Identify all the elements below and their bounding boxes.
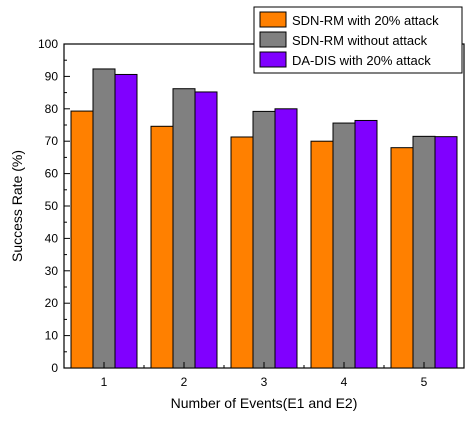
x-tick-label: 5 (421, 375, 428, 389)
y-tick-label: 30 (45, 264, 59, 278)
legend: SDN-RM with 20% attack SDN-RM without att… (253, 6, 463, 74)
legend-box (253, 6, 463, 74)
y-tick-label: 90 (45, 69, 59, 83)
bar-3-1 (114, 73, 138, 369)
y-tick-label: 80 (45, 102, 59, 116)
legend-label-3: DA-DIS with 20% attack (292, 53, 431, 68)
bar-1-5 (390, 147, 414, 369)
bar-3-5 (434, 136, 458, 369)
bar-1-3 (230, 136, 254, 369)
bar-1-1 (70, 110, 94, 369)
y-tick-label: 40 (45, 231, 59, 245)
bar-2-2 (172, 88, 196, 369)
x-tick-label: 3 (261, 375, 268, 389)
y-tick-label: 70 (45, 134, 59, 148)
x-axis-label: Number of Events(E1 and E2) (171, 395, 358, 411)
legend-swatch-3 (259, 51, 287, 68)
x-tick-label: 2 (181, 375, 188, 389)
y-axis: 0 10 20 30 40 50 60 70 80 90 100 (38, 37, 70, 375)
bar-3-3 (274, 108, 298, 369)
bar-2-3 (252, 110, 276, 369)
bar-2-5 (412, 135, 436, 369)
bar-1-4 (310, 140, 334, 369)
legend-label-1: SDN-RM with 20% attack (292, 13, 439, 28)
x-axis: 1 2 3 4 5 (101, 362, 428, 389)
legend-swatch-2 (259, 31, 287, 48)
y-tick-label: 60 (45, 167, 59, 181)
x-tick-label: 1 (101, 375, 108, 389)
bar-1-2 (150, 125, 174, 369)
legend-swatch-1 (259, 11, 287, 28)
y-tick-label: 100 (38, 37, 58, 51)
legend-label-2: SDN-RM without attack (292, 33, 428, 48)
y-axis-label: Success Rate (%) (9, 150, 25, 262)
y-tick-label: 20 (45, 296, 59, 310)
bar-2-4 (332, 122, 356, 369)
x-tick-label: 4 (341, 375, 348, 389)
y-tick-label: 50 (45, 199, 59, 213)
bar-2-1 (92, 68, 116, 369)
bar-3-4 (354, 119, 378, 369)
y-tick-label: 10 (45, 329, 59, 343)
y-tick-label: 0 (51, 361, 58, 375)
bar-3-2 (194, 91, 218, 369)
bars-group (70, 68, 458, 369)
